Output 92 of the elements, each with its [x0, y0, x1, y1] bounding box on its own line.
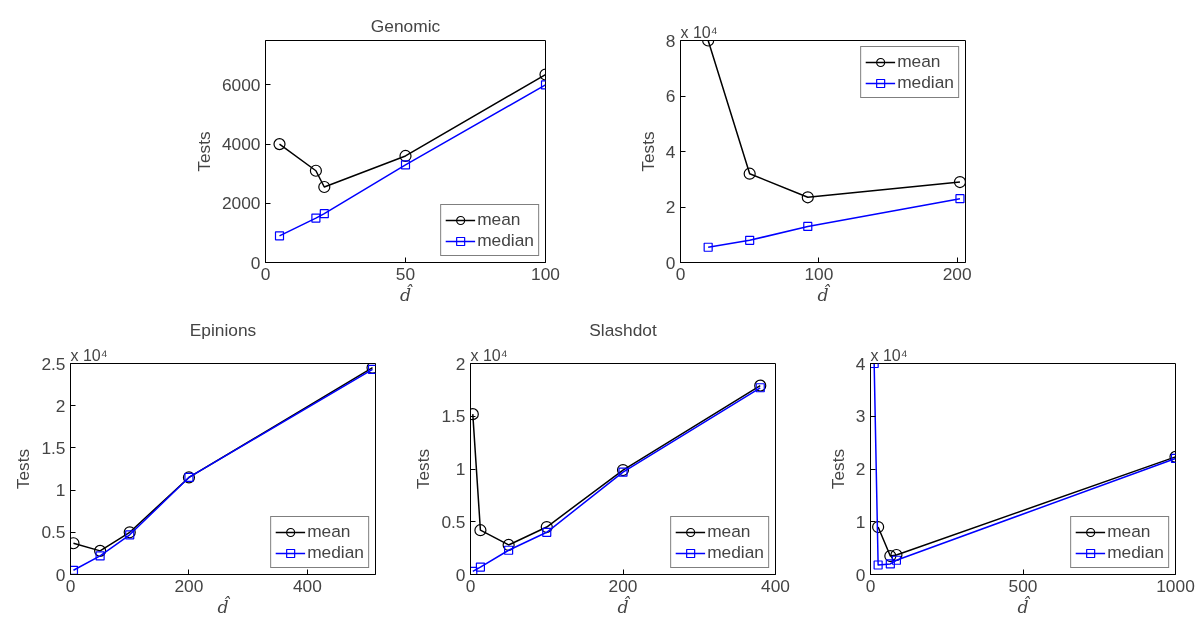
- legend-label: median: [1107, 542, 1164, 563]
- legend-label: mean: [1107, 521, 1151, 542]
- y-axis-title: Tests: [193, 130, 214, 172]
- point: [474, 524, 487, 537]
- point: [754, 379, 767, 392]
- point: [540, 520, 553, 534]
- point: [502, 538, 515, 552]
- point: [399, 149, 412, 163]
- point: [542, 527, 552, 537]
- y-tick-label: 4: [855, 353, 866, 374]
- point: [123, 526, 136, 539]
- legend-label: median: [897, 72, 954, 93]
- point: [803, 221, 813, 232]
- x-tick-label: 400: [292, 575, 322, 596]
- legend-label: mean: [307, 521, 351, 542]
- y-tick-label: 2: [55, 395, 66, 416]
- point: [618, 467, 628, 477]
- y-tick-label: 2: [665, 197, 676, 217]
- point: [504, 545, 514, 555]
- point: [125, 530, 135, 540]
- point: [475, 562, 486, 572]
- point: [801, 191, 814, 204]
- point: [891, 555, 902, 565]
- point: [274, 231, 285, 241]
- point: [95, 551, 105, 561]
- point: [311, 213, 321, 223]
- x-axis-title: d̂: [399, 283, 413, 305]
- point: [318, 180, 331, 194]
- x-axis-title: d̂: [617, 595, 631, 617]
- point: [319, 209, 329, 219]
- x-tick-label: 200: [608, 575, 638, 596]
- point: [616, 463, 630, 477]
- point: [872, 520, 885, 534]
- legend-label: mean: [897, 51, 941, 72]
- y-tick-label: 6000: [221, 74, 261, 95]
- x-tick-label: 1000: [1156, 575, 1195, 596]
- legend-label: mean: [707, 521, 751, 542]
- point: [884, 549, 897, 563]
- y-tick-label: 2: [855, 459, 866, 479]
- point: [309, 164, 322, 177]
- point: [745, 235, 755, 245]
- point: [890, 548, 903, 562]
- y-tick-label: 8: [665, 30, 676, 51]
- point: [873, 560, 883, 570]
- legend-label: mean: [477, 209, 521, 230]
- y-tick-label: 1.5: [41, 437, 66, 458]
- point: [953, 175, 966, 189]
- x-axis-title: d̂: [217, 595, 231, 617]
- chart-title: Genomic: [370, 15, 441, 36]
- y-axis-title: Tests: [637, 130, 658, 172]
- y-axis-title: Tests: [413, 448, 434, 490]
- legend-label: median: [477, 230, 534, 251]
- x-tick-label: 50: [395, 263, 416, 284]
- x-tick-label: 400: [761, 575, 790, 596]
- x-tick-label: 100: [531, 263, 560, 284]
- point: [273, 138, 286, 151]
- y-tick-label: 4: [665, 141, 676, 162]
- point: [755, 383, 765, 393]
- text: x 10⁴: [870, 346, 908, 364]
- y-tick-label: 4000: [221, 134, 261, 155]
- x-tick-label: 200: [174, 575, 204, 596]
- annotation: x 10⁴: [70, 346, 108, 364]
- text: x 10⁴: [470, 346, 508, 364]
- y-tick-label: 2000: [221, 193, 261, 214]
- point: [955, 194, 965, 204]
- point: [94, 544, 107, 557]
- y-tick-label: 1.5: [441, 406, 466, 427]
- point: [400, 160, 411, 170]
- y-tick-label: 0.5: [41, 522, 66, 543]
- y-tick-label: 2.5: [41, 353, 66, 374]
- y-tick-label: 1: [455, 459, 466, 479]
- x-axis-title: d̂: [817, 283, 831, 305]
- y-tick-label: 0.5: [441, 511, 466, 532]
- x-tick-label: 200: [942, 263, 972, 284]
- x-tick-label: 100: [804, 263, 834, 284]
- point: [743, 167, 756, 180]
- x-axis-title: d̂: [1017, 595, 1031, 617]
- y-tick-label: 1: [855, 511, 866, 532]
- y-tick-label: 3: [855, 406, 866, 427]
- chart-title: Epinions: [189, 319, 257, 340]
- y-tick-label: 6: [665, 86, 676, 106]
- text: x 10⁴: [680, 23, 718, 41]
- point: [703, 242, 713, 252]
- point: [885, 559, 895, 569]
- y-axis-title: Tests: [13, 448, 34, 490]
- chart-title: Slashdot: [589, 319, 657, 340]
- legend-label: median: [707, 542, 764, 563]
- legend-label: median: [307, 542, 364, 563]
- x-tick-label: 500: [1008, 575, 1038, 596]
- y-axis-title: Tests: [827, 448, 848, 490]
- y-tick-label: 1: [55, 480, 66, 501]
- y-tick-label: 2: [455, 353, 466, 374]
